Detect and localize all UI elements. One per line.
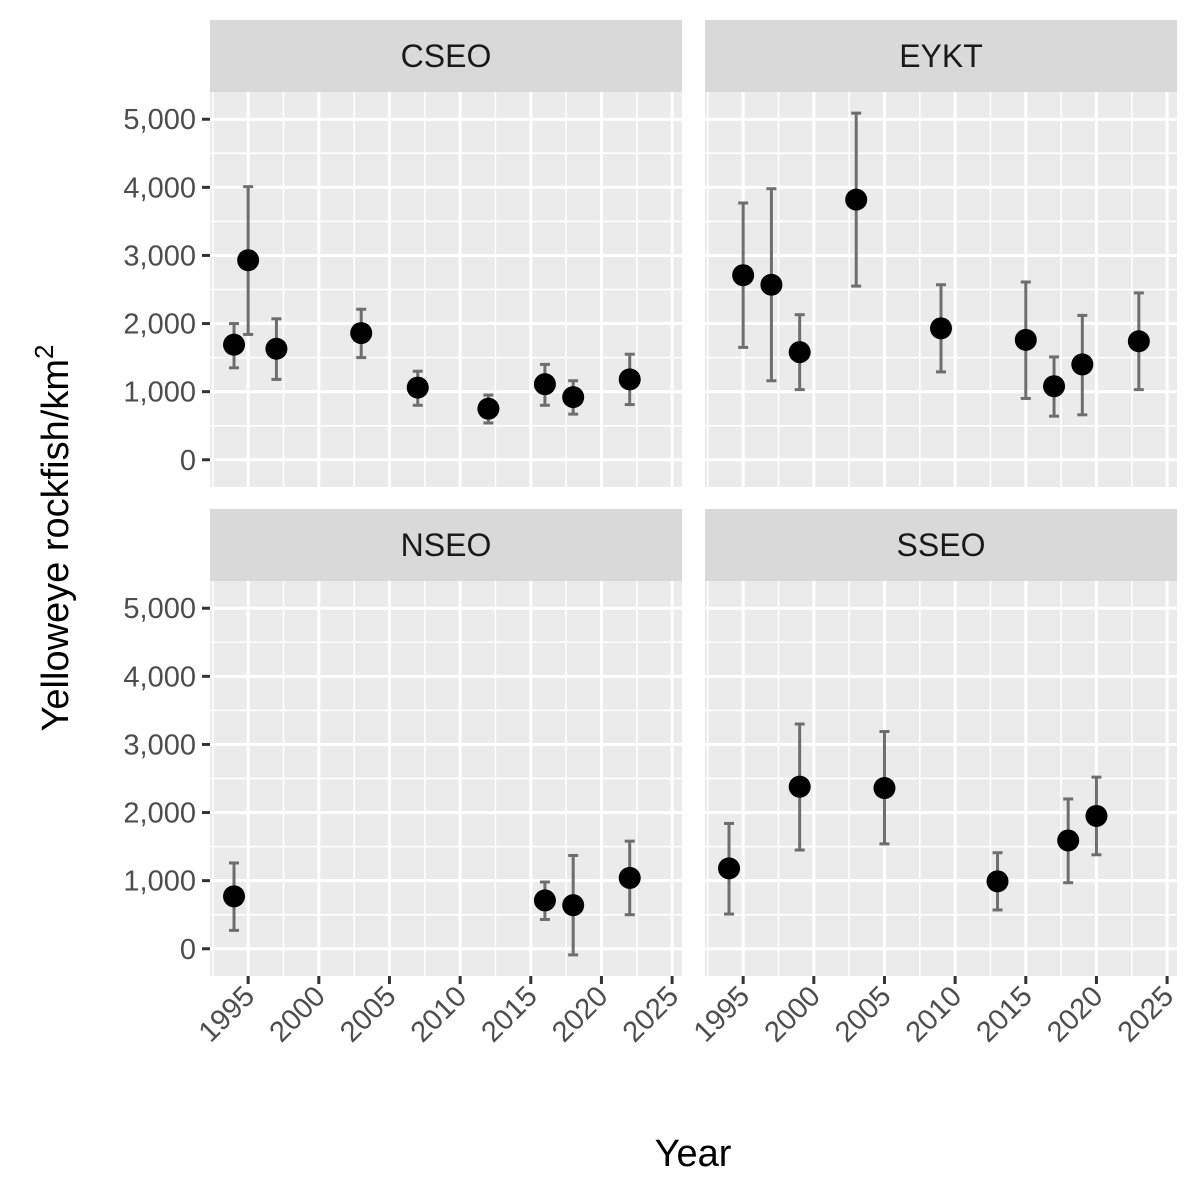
data-point [986, 870, 1009, 893]
data-point [873, 777, 896, 800]
y-tick-label: 4,000 [123, 661, 196, 693]
data-point [718, 857, 741, 880]
facet-sseo: SSEO [705, 509, 1177, 976]
facet-eykt: EYKT [705, 20, 1177, 487]
data-point [223, 333, 246, 356]
facet-strip-label: EYKT [899, 38, 983, 74]
x-tick-label: 2025 [1112, 980, 1180, 1048]
data-point [1071, 353, 1094, 376]
data-point [237, 249, 260, 272]
data-point [1085, 804, 1108, 827]
y-axis-title-superscript: 2 [29, 345, 59, 359]
data-point [223, 885, 246, 908]
x-tick-label: 2015 [970, 980, 1038, 1048]
data-point [1127, 330, 1150, 353]
facet-strip-label: CSEO [401, 38, 492, 74]
data-point [618, 368, 641, 391]
data-point [350, 322, 373, 345]
x-tick-label: 1995 [688, 980, 756, 1048]
x-tick-label: 1995 [193, 980, 261, 1048]
y-tick-label: 4,000 [123, 172, 196, 204]
y-tick-label: 3,000 [123, 240, 196, 272]
y-axis-title-main: Yelloweye rockfish/km [35, 359, 77, 731]
facet-strip-label: NSEO [401, 527, 492, 563]
data-point [562, 894, 585, 917]
data-point [618, 866, 641, 889]
facet-strip-cseo [210, 20, 682, 92]
x-tick-label: 2015 [475, 980, 543, 1048]
x-tick-label: 2025 [617, 980, 685, 1048]
data-point [732, 264, 755, 287]
y-tick-label: 5,000 [123, 593, 196, 625]
x-tick-label: 2020 [546, 980, 614, 1048]
facet-strip-sseo [705, 509, 1177, 581]
y-tick-label: 1,000 [123, 866, 196, 898]
y-tick-label: 5,000 [123, 104, 196, 136]
y-tick-label: 2,000 [123, 309, 196, 341]
x-tick-label: 2010 [900, 980, 968, 1048]
x-tick-label: 2005 [334, 980, 402, 1048]
data-point [788, 775, 811, 798]
facet-strip-label: SSEO [897, 527, 986, 563]
facet-strip-nseo [210, 509, 682, 581]
y-tick-label: 0 [180, 934, 196, 966]
facet-strip-eykt [705, 20, 1177, 92]
x-tick-label: 2000 [264, 980, 332, 1048]
facet-panels: CSEO EYKT NSEO SSEO [210, 20, 1177, 976]
x-tick-label: 2020 [1041, 980, 1109, 1048]
y-tick-label: 0 [180, 445, 196, 477]
data-point [1014, 328, 1037, 351]
data-point [533, 889, 556, 912]
data-point [845, 188, 868, 211]
y-tick-label: 2,000 [123, 798, 196, 830]
data-point [1057, 829, 1080, 852]
data-point [788, 341, 811, 364]
y-tick-label: 1,000 [123, 377, 196, 409]
data-point [930, 317, 952, 340]
x-tick-label: 2005 [829, 980, 897, 1048]
data-point [1043, 375, 1066, 398]
x-tick-label: 2010 [405, 980, 473, 1048]
x-tick-label: 2000 [759, 980, 827, 1048]
data-point [477, 397, 500, 420]
data-point [265, 337, 288, 360]
facet-cseo: CSEO [210, 20, 682, 487]
y-axis-title: Yelloweye rockfish/km2 [29, 345, 77, 732]
x-axis-title: Year [655, 1133, 732, 1175]
data-point [533, 373, 556, 396]
data-point [562, 386, 585, 409]
data-point [406, 376, 429, 399]
facet-nseo: NSEO [210, 509, 682, 976]
data-point [760, 273, 783, 296]
y-tick-label: 3,000 [123, 729, 196, 761]
